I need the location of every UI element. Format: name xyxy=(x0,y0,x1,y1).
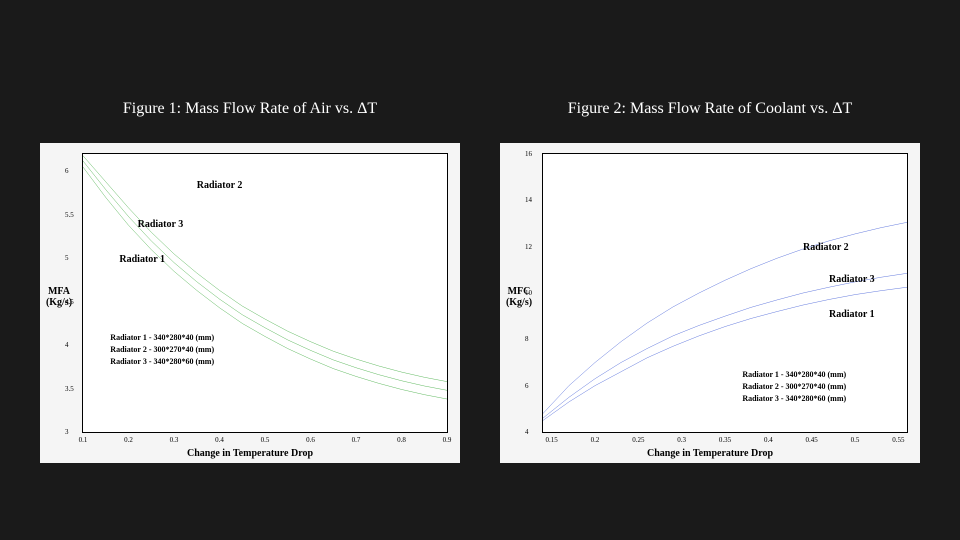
xtick: 0.7 xyxy=(352,436,361,444)
series-label: Radiator 2 xyxy=(197,180,243,191)
legend-line: Radiator 3 - 340*280*60 (mm) xyxy=(742,393,846,405)
figure-2-curves xyxy=(543,154,907,432)
series-radiator-1 xyxy=(543,287,907,420)
ytick: 12 xyxy=(525,243,532,251)
xtick: 0.4 xyxy=(764,436,773,444)
ytick: 10 xyxy=(525,289,532,297)
xtick: 0.6 xyxy=(306,436,315,444)
ytick: 8 xyxy=(525,335,529,343)
figure-1-panel: MFA(Kg/s) Change in Temperature Drop Rad… xyxy=(40,143,460,463)
ytick: 6 xyxy=(65,167,69,175)
xtick: 0.9 xyxy=(443,436,452,444)
series-label: Radiator 2 xyxy=(803,242,849,253)
ytick: 5 xyxy=(65,254,69,262)
legend-line: Radiator 1 - 340*280*40 (mm) xyxy=(110,332,214,344)
figure-1-plot: Radiator 1Radiator 2Radiator 30.10.20.30… xyxy=(82,153,448,433)
series-label: Radiator 3 xyxy=(138,219,184,230)
xtick: 0.8 xyxy=(397,436,406,444)
slide: Figure 1: Mass Flow Rate of Air vs. ΔT M… xyxy=(0,0,960,540)
xtick: 0.45 xyxy=(806,436,818,444)
figure-2-xlabel: Change in Temperature Drop xyxy=(647,448,773,459)
figure-1: Figure 1: Mass Flow Rate of Air vs. ΔT M… xyxy=(40,100,460,463)
xtick: 0.35 xyxy=(719,436,731,444)
figures-row: Figure 1: Mass Flow Rate of Air vs. ΔT M… xyxy=(0,0,960,463)
xtick: 0.55 xyxy=(892,436,904,444)
ytick: 6 xyxy=(525,382,529,390)
legend-line: Radiator 2 - 300*270*40 (mm) xyxy=(110,344,214,356)
xtick: 0.15 xyxy=(546,436,558,444)
xtick: 0.1 xyxy=(79,436,88,444)
legend-line: Radiator 2 - 300*270*40 (mm) xyxy=(742,381,846,393)
figure-2: Figure 2: Mass Flow Rate of Coolant vs. … xyxy=(500,100,920,463)
legend: Radiator 1 - 340*280*40 (mm)Radiator 2 -… xyxy=(742,369,846,405)
ytick: 4 xyxy=(525,428,529,436)
ytick: 16 xyxy=(525,150,532,158)
legend-line: Radiator 3 - 340*280*60 (mm) xyxy=(110,356,214,368)
figure-1-title: Figure 1: Mass Flow Rate of Air vs. ΔT xyxy=(123,100,377,118)
figure-2-panel: MFC(Kg/s) Change in Temperature Drop Rad… xyxy=(500,143,920,463)
xtick: 0.5 xyxy=(261,436,270,444)
xtick: 0.2 xyxy=(591,436,600,444)
series-label: Radiator 1 xyxy=(829,309,875,320)
xtick: 0.3 xyxy=(170,436,179,444)
xtick: 0.3 xyxy=(677,436,686,444)
legend-line: Radiator 1 - 340*280*40 (mm) xyxy=(742,369,846,381)
legend: Radiator 1 - 340*280*40 (mm)Radiator 2 -… xyxy=(110,332,214,368)
xtick: 0.4 xyxy=(215,436,224,444)
series-label: Radiator 3 xyxy=(829,274,875,285)
ytick: 4 xyxy=(65,341,69,349)
ytick: 4.5 xyxy=(65,298,74,306)
figure-2-title: Figure 2: Mass Flow Rate of Coolant vs. … xyxy=(568,100,853,118)
ytick: 14 xyxy=(525,196,532,204)
ytick: 5.5 xyxy=(65,211,74,219)
figure-2-plot: Radiator 1Radiator 2Radiator 30.150.20.2… xyxy=(542,153,908,433)
figure-1-xlabel: Change in Temperature Drop xyxy=(187,448,313,459)
ytick: 3.5 xyxy=(65,385,74,393)
xtick: 0.25 xyxy=(632,436,644,444)
xtick: 0.2 xyxy=(124,436,133,444)
series-label: Radiator 1 xyxy=(119,254,165,265)
ytick: 3 xyxy=(65,428,69,436)
figure-1-curves xyxy=(83,154,447,432)
xtick: 0.5 xyxy=(851,436,860,444)
